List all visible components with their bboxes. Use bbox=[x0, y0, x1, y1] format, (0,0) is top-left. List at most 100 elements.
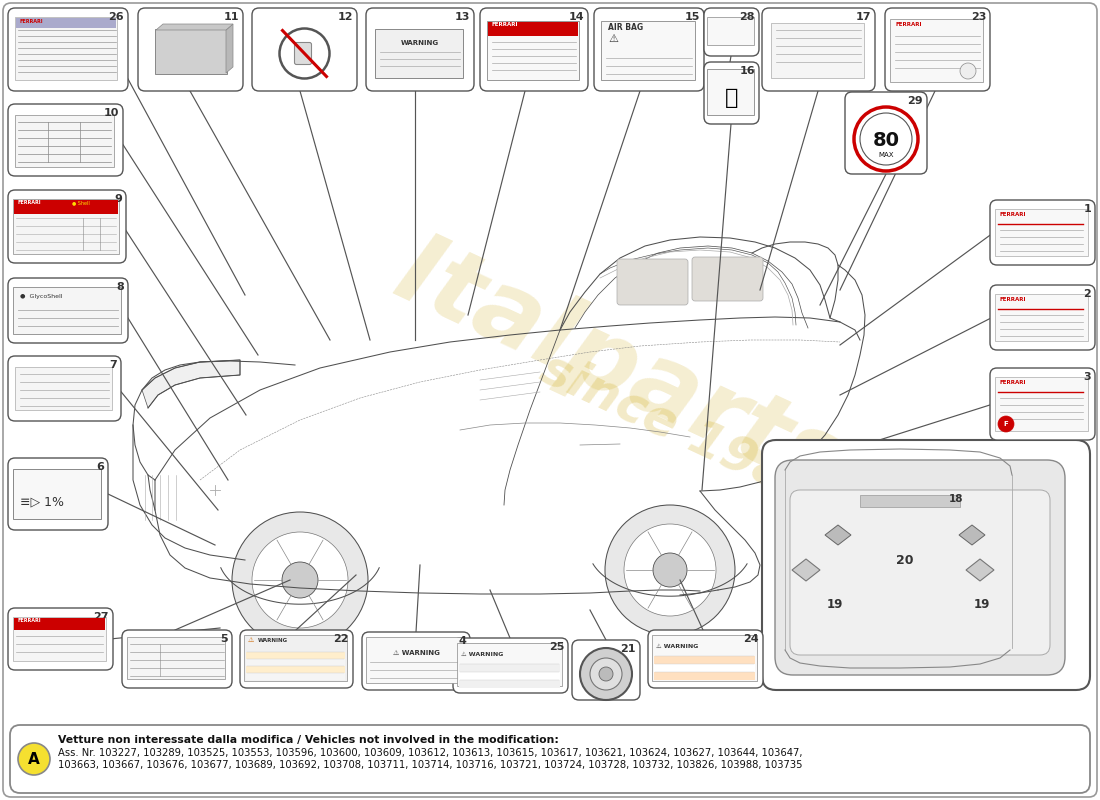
Text: FERRARI: FERRARI bbox=[492, 22, 518, 27]
FancyBboxPatch shape bbox=[246, 673, 345, 680]
FancyBboxPatch shape bbox=[488, 22, 578, 36]
Circle shape bbox=[282, 562, 318, 598]
FancyBboxPatch shape bbox=[996, 377, 1088, 431]
Text: since 1985: since 1985 bbox=[532, 344, 827, 516]
Circle shape bbox=[653, 553, 688, 587]
FancyBboxPatch shape bbox=[652, 635, 757, 681]
Text: Italparts: Italparts bbox=[381, 224, 859, 516]
Text: 26: 26 bbox=[109, 12, 124, 22]
Circle shape bbox=[605, 505, 735, 635]
FancyBboxPatch shape bbox=[16, 18, 116, 28]
FancyBboxPatch shape bbox=[240, 630, 353, 688]
Text: 15: 15 bbox=[684, 12, 700, 22]
FancyBboxPatch shape bbox=[8, 356, 121, 421]
FancyBboxPatch shape bbox=[617, 259, 688, 305]
Text: 11: 11 bbox=[223, 12, 239, 22]
FancyBboxPatch shape bbox=[654, 672, 755, 680]
FancyBboxPatch shape bbox=[762, 8, 874, 91]
FancyBboxPatch shape bbox=[295, 42, 311, 65]
FancyBboxPatch shape bbox=[375, 29, 463, 78]
FancyBboxPatch shape bbox=[459, 664, 560, 672]
Text: ⚠: ⚠ bbox=[608, 34, 618, 44]
FancyBboxPatch shape bbox=[459, 680, 560, 688]
Text: FERRARI: FERRARI bbox=[1000, 380, 1026, 385]
Text: WARNING: WARNING bbox=[258, 638, 288, 643]
Circle shape bbox=[279, 29, 330, 78]
Text: 5: 5 bbox=[220, 634, 228, 644]
Polygon shape bbox=[966, 559, 994, 581]
Text: 20: 20 bbox=[896, 554, 914, 566]
Text: 2: 2 bbox=[1084, 289, 1091, 299]
Text: ● Shell: ● Shell bbox=[72, 200, 90, 205]
FancyBboxPatch shape bbox=[126, 637, 226, 679]
FancyBboxPatch shape bbox=[8, 608, 113, 670]
FancyBboxPatch shape bbox=[366, 8, 474, 91]
FancyBboxPatch shape bbox=[15, 115, 114, 167]
FancyBboxPatch shape bbox=[480, 8, 588, 91]
Text: MAX: MAX bbox=[878, 152, 893, 158]
FancyBboxPatch shape bbox=[8, 8, 128, 91]
FancyBboxPatch shape bbox=[246, 666, 345, 673]
Text: 13: 13 bbox=[454, 12, 470, 22]
FancyBboxPatch shape bbox=[13, 199, 119, 254]
FancyBboxPatch shape bbox=[8, 190, 126, 263]
Text: 18: 18 bbox=[948, 494, 962, 504]
Text: 21: 21 bbox=[620, 644, 636, 654]
FancyBboxPatch shape bbox=[8, 104, 123, 176]
FancyBboxPatch shape bbox=[246, 652, 345, 659]
FancyBboxPatch shape bbox=[654, 656, 755, 664]
FancyBboxPatch shape bbox=[456, 643, 562, 686]
FancyBboxPatch shape bbox=[8, 458, 108, 530]
Text: 19: 19 bbox=[827, 598, 844, 611]
Text: WARNING: WARNING bbox=[400, 40, 439, 46]
FancyBboxPatch shape bbox=[704, 62, 759, 124]
FancyBboxPatch shape bbox=[594, 8, 704, 91]
Text: A: A bbox=[29, 751, 40, 766]
FancyBboxPatch shape bbox=[790, 490, 1050, 655]
FancyBboxPatch shape bbox=[14, 618, 104, 630]
Text: 14: 14 bbox=[569, 12, 584, 22]
Text: 9: 9 bbox=[114, 194, 122, 204]
Text: 24: 24 bbox=[744, 634, 759, 644]
Text: 27: 27 bbox=[94, 612, 109, 622]
FancyBboxPatch shape bbox=[845, 92, 927, 174]
Polygon shape bbox=[825, 525, 851, 545]
Text: 16: 16 bbox=[739, 66, 755, 76]
Text: AIR BAG: AIR BAG bbox=[608, 23, 644, 32]
Text: ●  GlycoShell: ● GlycoShell bbox=[20, 294, 63, 299]
Circle shape bbox=[580, 648, 632, 700]
Text: 23: 23 bbox=[970, 12, 986, 22]
Text: 4: 4 bbox=[458, 636, 466, 646]
Text: ⚠ WARNING: ⚠ WARNING bbox=[461, 652, 504, 657]
Text: 12: 12 bbox=[338, 12, 353, 22]
FancyBboxPatch shape bbox=[704, 8, 759, 56]
Text: FERRARI: FERRARI bbox=[895, 22, 922, 27]
FancyBboxPatch shape bbox=[707, 17, 754, 45]
Circle shape bbox=[960, 63, 976, 79]
FancyBboxPatch shape bbox=[996, 209, 1088, 256]
Text: FERRARI: FERRARI bbox=[18, 200, 42, 205]
Circle shape bbox=[854, 107, 918, 171]
FancyBboxPatch shape bbox=[886, 8, 990, 91]
Text: FERRARI: FERRARI bbox=[20, 19, 44, 24]
FancyBboxPatch shape bbox=[362, 632, 470, 690]
FancyBboxPatch shape bbox=[244, 635, 346, 681]
Text: ⚠ WARNING: ⚠ WARNING bbox=[393, 650, 439, 656]
Polygon shape bbox=[142, 360, 240, 408]
FancyBboxPatch shape bbox=[990, 285, 1094, 350]
Text: 1: 1 bbox=[1084, 204, 1091, 214]
FancyBboxPatch shape bbox=[246, 659, 345, 666]
FancyBboxPatch shape bbox=[776, 460, 1065, 675]
Text: ≡▷ 1%: ≡▷ 1% bbox=[20, 495, 64, 509]
Circle shape bbox=[860, 113, 912, 165]
Text: ⛽: ⛽ bbox=[725, 88, 738, 108]
FancyBboxPatch shape bbox=[648, 630, 763, 688]
Text: 8: 8 bbox=[117, 282, 124, 292]
Polygon shape bbox=[226, 24, 233, 73]
FancyBboxPatch shape bbox=[692, 257, 763, 301]
Text: FERRARI: FERRARI bbox=[18, 618, 42, 623]
Circle shape bbox=[252, 532, 348, 628]
FancyBboxPatch shape bbox=[13, 617, 106, 661]
Text: 19: 19 bbox=[974, 598, 990, 611]
Polygon shape bbox=[792, 559, 820, 581]
